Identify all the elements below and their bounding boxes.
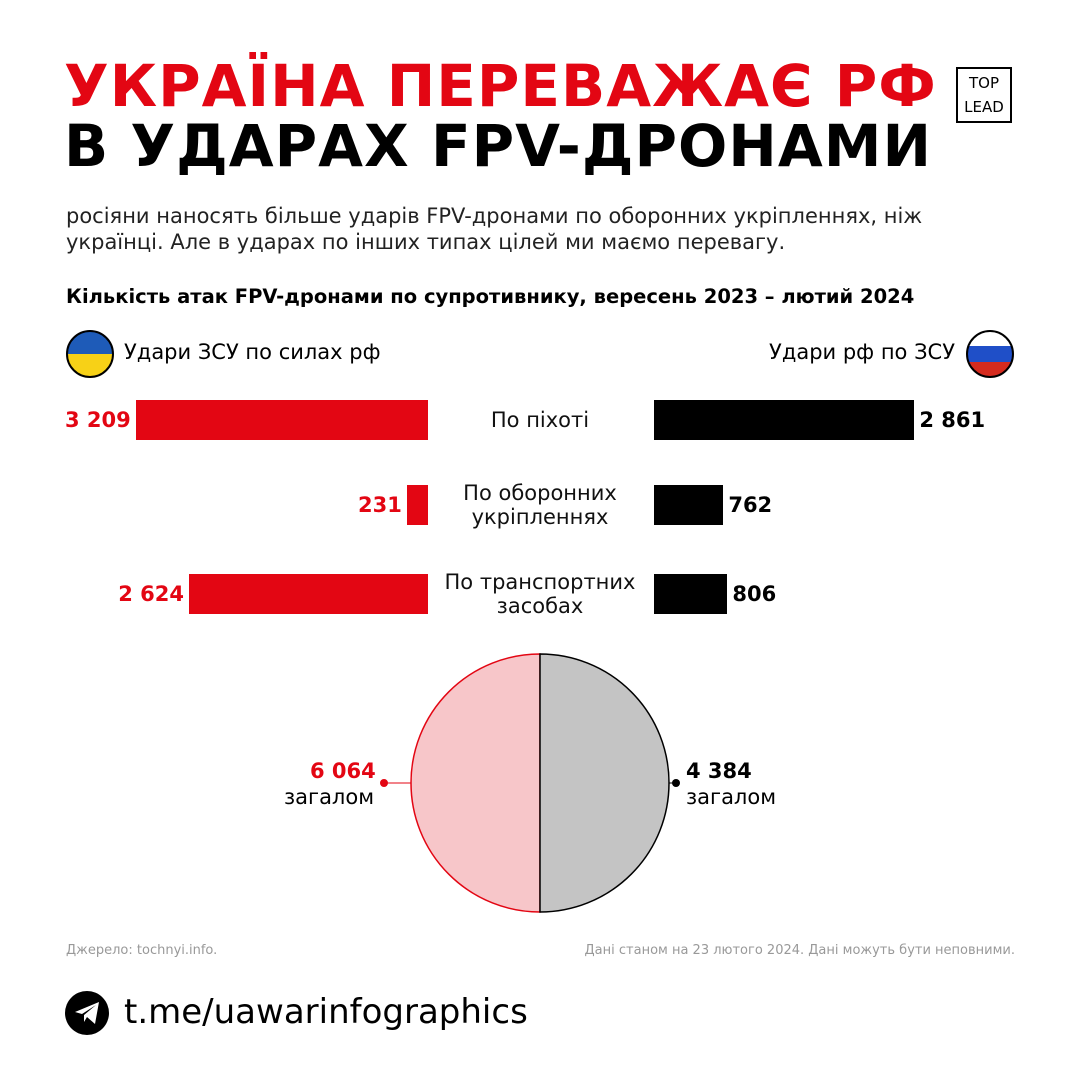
- bar: [406, 485, 428, 525]
- legend-entry: Удари рф по ЗСУ: [769, 340, 955, 364]
- logo-text: TOP: [968, 74, 999, 92]
- subtitle: росіяни наносять більше ударів FPV-дрона…: [66, 204, 923, 254]
- value-label: 762: [728, 493, 773, 517]
- total-label: загалом: [284, 785, 375, 809]
- value-label: 806: [732, 582, 777, 606]
- value-label: 3 209: [64, 408, 131, 432]
- link: t.me/uawarinfographics: [124, 992, 528, 1032]
- category-label: По транспортних засобах: [444, 570, 636, 618]
- total-half: [410, 653, 541, 913]
- total-half: [539, 653, 670, 913]
- logo: TOP LEAD: [956, 67, 1012, 123]
- value-label: 2 624: [118, 582, 184, 606]
- telegram-icon: [65, 991, 109, 1035]
- bar: [654, 574, 728, 614]
- value-label: 231: [357, 493, 402, 517]
- flag-ua: [66, 330, 114, 378]
- value-label: 2 861: [919, 408, 986, 432]
- flag-ru: [966, 330, 1014, 378]
- bar: [654, 485, 724, 525]
- connector-dot: [672, 779, 680, 787]
- logo-text: LEAD: [964, 98, 1004, 116]
- total-value: 4 384: [686, 759, 752, 783]
- legend-entry: Удари ЗСУ по силах рф: [124, 340, 381, 364]
- bar: [654, 400, 915, 440]
- total-value: 6 064: [310, 759, 376, 783]
- category-label: По оборонних укріпленнях: [463, 481, 617, 529]
- note: Дані станом на 23 лютого 2024. Дані можу…: [584, 943, 1015, 958]
- category-label: По піхоті: [490, 408, 590, 432]
- connector-dot: [380, 779, 388, 787]
- source: Джерело: tochnyi.info.: [66, 943, 218, 958]
- bar: [189, 574, 428, 614]
- title-line: УКРАЇНА ПЕРЕВАЖАЄ РФ: [64, 52, 937, 120]
- chart-title: Кількість атак FPV-дронами по супротивни…: [66, 285, 915, 308]
- bar: [135, 400, 428, 440]
- title-line: В УДАРАХ FPV-ДРОНАМИ: [64, 112, 932, 180]
- total-label: загалом: [686, 785, 777, 809]
